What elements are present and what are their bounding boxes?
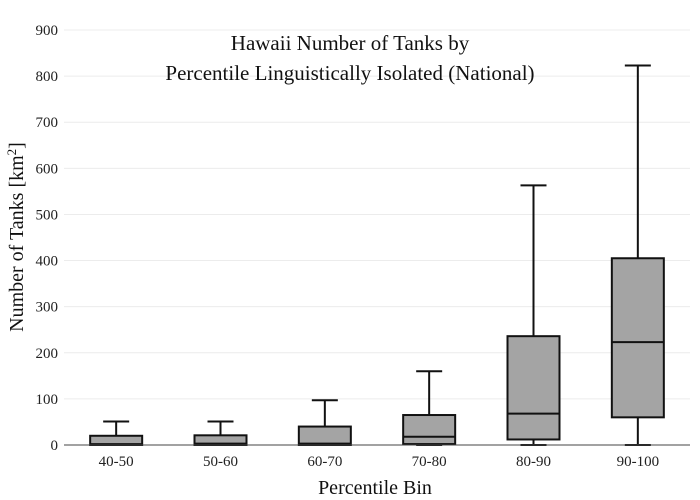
x-axis-ticks: 40-50 50-60 60-70 70-80 80-90 90-100 xyxy=(99,454,659,470)
box-iqr-60-70 xyxy=(297,425,352,446)
grid-lines xyxy=(64,29,690,400)
y-tick-label-800: 800 xyxy=(36,69,59,85)
y-axis-ticks: 0 100 200 300 400 500 600 700 800 900 xyxy=(36,23,59,454)
y-tick-label-500: 500 xyxy=(36,207,59,223)
box-70-80 xyxy=(402,370,457,446)
x-tick-label-50-60: 50-60 xyxy=(203,454,238,470)
y-axis-title: Number of Tanks [km2] xyxy=(4,142,29,332)
box-90-100 xyxy=(610,64,665,446)
box-40-50 xyxy=(89,420,144,446)
box-iqr-70-80 xyxy=(402,414,457,446)
box-60-70 xyxy=(297,399,352,446)
y-axis-title-superscript: 2 xyxy=(4,149,19,156)
y-tick-label-0: 0 xyxy=(51,438,59,454)
y-tick-label-100: 100 xyxy=(36,392,59,408)
y-tick-label-300: 300 xyxy=(36,300,59,316)
x-tick-label-60-70: 60-70 xyxy=(307,454,342,470)
box-80-90 xyxy=(506,184,561,446)
y-tick-label-900: 900 xyxy=(36,23,59,39)
y-tick-label-600: 600 xyxy=(36,161,59,177)
y-tick-label-400: 400 xyxy=(36,254,59,270)
chart-title-line-2: Percentile Linguistically Isolated (Nati… xyxy=(165,61,534,85)
x-tick-label-90-100: 90-100 xyxy=(617,454,660,470)
y-axis-title-main: Number of Tanks [km xyxy=(6,155,28,332)
box-iqr-90-100 xyxy=(610,257,665,419)
y-tick-label-700: 700 xyxy=(36,115,59,131)
x-axis-title: Percentile Bin xyxy=(318,477,432,499)
box-iqr-80-90 xyxy=(506,335,561,441)
y-tick-label-200: 200 xyxy=(36,346,59,362)
y-axis-title-end: ] xyxy=(6,142,28,149)
chart-title-line-1: Hawaii Number of Tanks by xyxy=(231,31,470,55)
x-tick-label-80-90: 80-90 xyxy=(516,454,551,470)
box-50-60 xyxy=(193,420,248,447)
x-tick-label-70-80: 70-80 xyxy=(412,454,447,470)
x-tick-label-40-50: 40-50 xyxy=(99,454,134,470)
